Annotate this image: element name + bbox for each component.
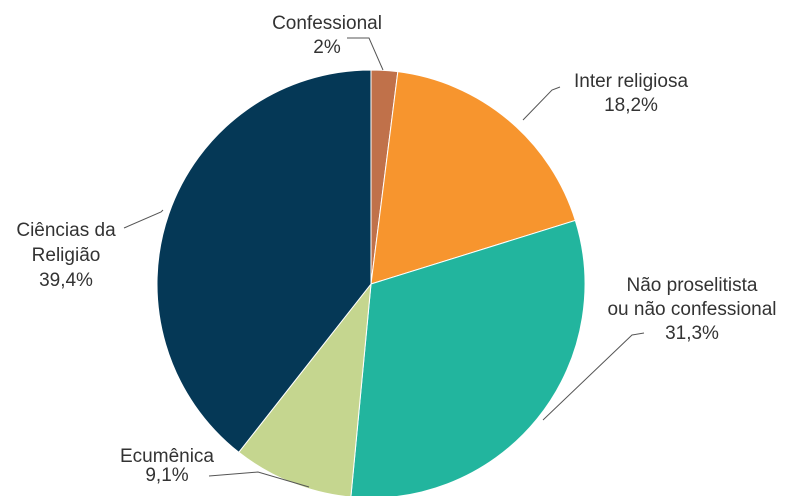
slice-value-label: 31,3% <box>665 323 719 344</box>
slice-value-label: 39,4% <box>39 270 93 291</box>
slice-label-1: Inter religiosa 18,2% <box>574 71 688 116</box>
slice-value-label: 9,1% <box>145 465 188 486</box>
slice-label-2: Não proselitista ou não confessional 31,3% <box>607 275 776 344</box>
slice-name-label: Ciências da <box>16 220 116 241</box>
slice-label-4: Ciências da Religião 39,4% <box>16 220 116 291</box>
leader-line-2 <box>542 332 645 421</box>
slice-labels: Confessional 2% Inter religiosa 18,2% Não pr… <box>16 13 776 486</box>
pie-slice-1 <box>370 71 576 285</box>
leader-line-0 <box>347 37 384 71</box>
slice-value-label: 18,2% <box>604 95 658 116</box>
slice-name-label: ou não confessional <box>607 299 776 320</box>
pie-slice-2 <box>350 219 586 496</box>
slice-label-3: Ecumênica 9,1% <box>120 446 214 486</box>
leader-line-3 <box>208 471 310 488</box>
slice-name-label: Inter religiosa <box>574 71 688 92</box>
leader-line-4 <box>123 209 164 229</box>
slice-name-label: Ecumênica <box>120 446 214 467</box>
pie-slices <box>156 69 586 496</box>
slice-value-label: 2% <box>313 37 341 58</box>
pie-slice-3 <box>238 282 372 496</box>
leader-lines <box>123 37 645 488</box>
leader-line-1 <box>522 86 561 121</box>
slice-name-label: Confessional <box>272 13 382 34</box>
slice-name-label: Religião <box>32 245 101 266</box>
slice-name-label: Não proselitista <box>627 275 758 296</box>
slice-label-0: Confessional 2% <box>272 13 382 58</box>
pie-slice-4 <box>156 69 372 453</box>
